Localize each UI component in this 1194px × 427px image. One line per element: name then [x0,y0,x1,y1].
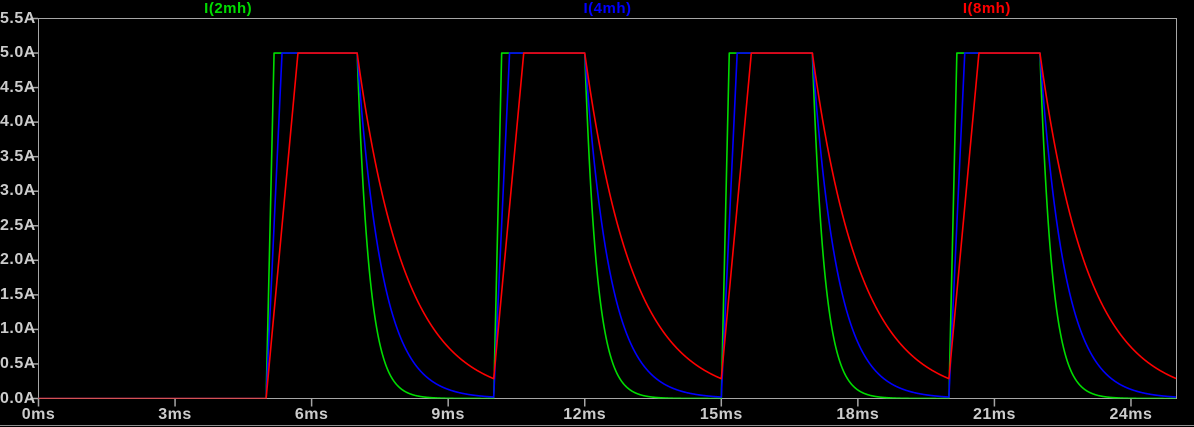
trace-label-i4mh[interactable]: I(4mh) [583,0,632,17]
y-axis-tick-label: 2.5A [0,216,36,234]
x-axis-tick-label: 18ms [836,406,880,423]
x-axis-tick-label: 3ms [158,406,192,423]
y-axis-tick-label: 2.0A [0,251,36,269]
y-axis-tick-label: 4.0A [0,113,36,131]
trace-i8mh[interactable] [38,52,1177,399]
y-axis-tick-label: 3.5A [0,147,36,165]
x-axis-tick-label: 12ms [563,406,607,423]
y-axis-tick-label: 4.5A [0,78,36,96]
plot-border [38,18,1177,399]
trace-label-i8mh[interactable]: I(8mh) [962,0,1011,17]
y-axis-tick-label: 0.5A [0,354,36,372]
y-axis-tick-label: 0.0A [0,389,36,407]
y-axis-tick-label: 5.0A [0,44,36,62]
x-axis-tick-label: 9ms [431,406,465,423]
trace-i2mh[interactable] [38,52,1177,399]
x-axis-tick-label: 0ms [21,406,56,423]
x-axis-tick-label: 21ms [972,406,1016,423]
x-axis-tick-label: 24ms [1109,406,1153,423]
trace-label-i2mh[interactable]: I(2mh) [204,0,253,17]
y-axis-tick-label: 5.5A [0,9,36,27]
y-axis-tick-label: 1.0A [0,320,36,338]
x-axis-tick-label: 6ms [294,406,329,423]
x-axis-tick-label: 15ms [699,406,743,423]
y-axis-tick-label: 3.0A [0,182,36,200]
y-axis-tick-label: 1.5A [0,285,36,303]
